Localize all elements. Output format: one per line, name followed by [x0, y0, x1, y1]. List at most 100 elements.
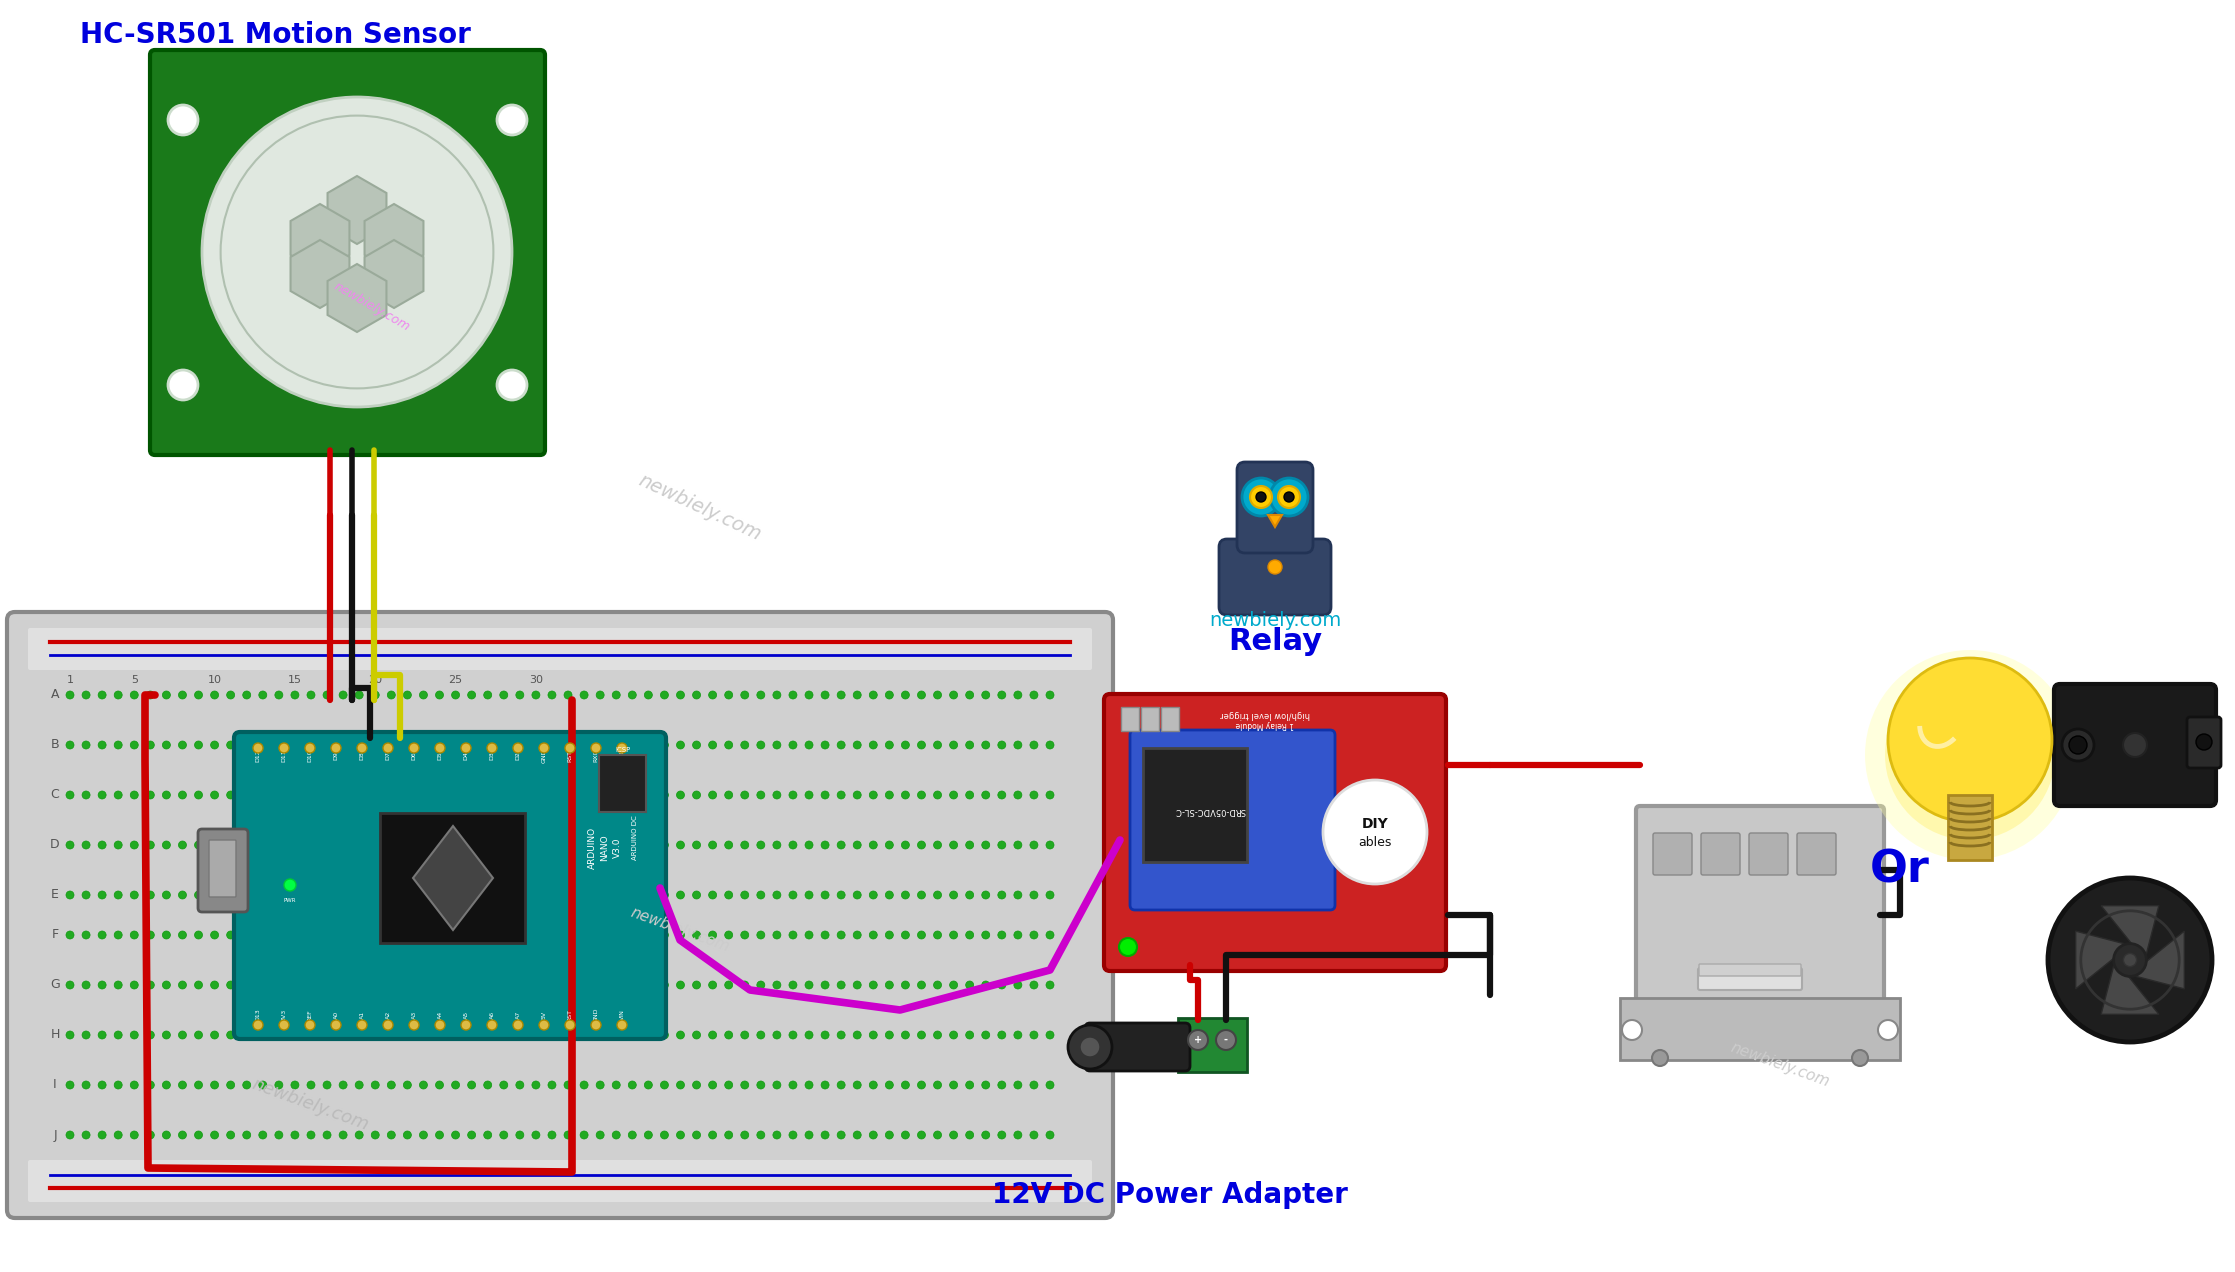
Circle shape [966, 791, 974, 799]
Circle shape [387, 981, 396, 990]
Circle shape [548, 841, 557, 848]
Circle shape [805, 931, 814, 939]
Polygon shape [413, 826, 494, 930]
Circle shape [114, 1131, 123, 1138]
Circle shape [306, 981, 315, 990]
Circle shape [306, 1032, 315, 1039]
Circle shape [981, 1131, 990, 1138]
Text: GND: GND [595, 1007, 599, 1023]
Circle shape [291, 890, 299, 899]
Circle shape [758, 691, 764, 700]
Circle shape [306, 791, 315, 799]
Circle shape [919, 742, 925, 749]
Circle shape [114, 931, 123, 939]
Text: A: A [51, 688, 60, 701]
Circle shape [259, 691, 266, 700]
Circle shape [966, 981, 974, 990]
Circle shape [1030, 931, 1037, 939]
Circle shape [163, 890, 170, 899]
Circle shape [934, 1081, 941, 1089]
Circle shape [145, 1081, 154, 1089]
Circle shape [1623, 1020, 1643, 1040]
Circle shape [387, 890, 396, 899]
Circle shape [644, 1131, 653, 1138]
Circle shape [226, 791, 235, 799]
Circle shape [966, 742, 974, 749]
Circle shape [659, 890, 668, 899]
Circle shape [693, 1081, 700, 1089]
Circle shape [659, 931, 668, 939]
FancyBboxPatch shape [210, 840, 237, 897]
Circle shape [677, 931, 684, 939]
Circle shape [919, 691, 925, 700]
Circle shape [628, 742, 637, 749]
Text: newbiely.com: newbiely.com [628, 906, 731, 955]
Circle shape [460, 743, 472, 753]
Circle shape [163, 1131, 170, 1138]
Circle shape [644, 890, 653, 899]
Circle shape [548, 1131, 557, 1138]
Circle shape [402, 890, 411, 899]
Circle shape [163, 791, 170, 799]
Circle shape [163, 742, 170, 749]
Circle shape [563, 1032, 572, 1039]
Circle shape [563, 691, 572, 700]
Circle shape [67, 841, 74, 848]
Circle shape [516, 841, 523, 848]
FancyBboxPatch shape [1699, 968, 1801, 990]
Circle shape [581, 890, 588, 899]
FancyBboxPatch shape [29, 628, 1093, 670]
Circle shape [194, 1131, 203, 1138]
FancyBboxPatch shape [1636, 806, 1884, 1054]
Circle shape [194, 1081, 203, 1089]
Circle shape [997, 890, 1006, 899]
Circle shape [145, 841, 154, 848]
Circle shape [758, 890, 764, 899]
Circle shape [387, 1081, 396, 1089]
Circle shape [1015, 841, 1021, 848]
Circle shape [997, 1131, 1006, 1138]
Circle shape [885, 841, 894, 848]
Circle shape [1030, 981, 1037, 990]
Circle shape [693, 1131, 700, 1138]
Circle shape [275, 890, 284, 899]
Circle shape [854, 1081, 860, 1089]
Circle shape [617, 743, 628, 753]
Circle shape [226, 981, 235, 990]
Circle shape [483, 841, 492, 848]
FancyBboxPatch shape [1218, 539, 1332, 614]
Circle shape [387, 742, 396, 749]
FancyBboxPatch shape [1699, 964, 1801, 976]
Circle shape [355, 1032, 362, 1039]
Circle shape [436, 890, 443, 899]
Circle shape [693, 841, 700, 848]
FancyBboxPatch shape [199, 829, 248, 912]
Circle shape [805, 791, 814, 799]
Circle shape [244, 981, 250, 990]
Circle shape [275, 742, 284, 749]
Circle shape [291, 1032, 299, 1039]
Circle shape [773, 1032, 780, 1039]
Circle shape [869, 1032, 878, 1039]
Circle shape [130, 841, 139, 848]
Circle shape [83, 981, 89, 990]
Circle shape [179, 742, 186, 749]
Circle shape [854, 1032, 860, 1039]
Circle shape [581, 791, 588, 799]
Circle shape [773, 742, 780, 749]
FancyBboxPatch shape [599, 756, 646, 812]
Text: newbiely.com: newbiely.com [248, 1076, 371, 1135]
Circle shape [2063, 729, 2094, 761]
Circle shape [259, 742, 266, 749]
Circle shape [539, 743, 550, 753]
Circle shape [612, 931, 621, 939]
Circle shape [67, 890, 74, 899]
Circle shape [773, 981, 780, 990]
Circle shape [820, 890, 829, 899]
Circle shape [226, 742, 235, 749]
Circle shape [901, 1032, 910, 1039]
Circle shape [612, 890, 621, 899]
FancyBboxPatch shape [1949, 795, 1991, 860]
Circle shape [496, 370, 527, 399]
Circle shape [1889, 658, 2052, 822]
